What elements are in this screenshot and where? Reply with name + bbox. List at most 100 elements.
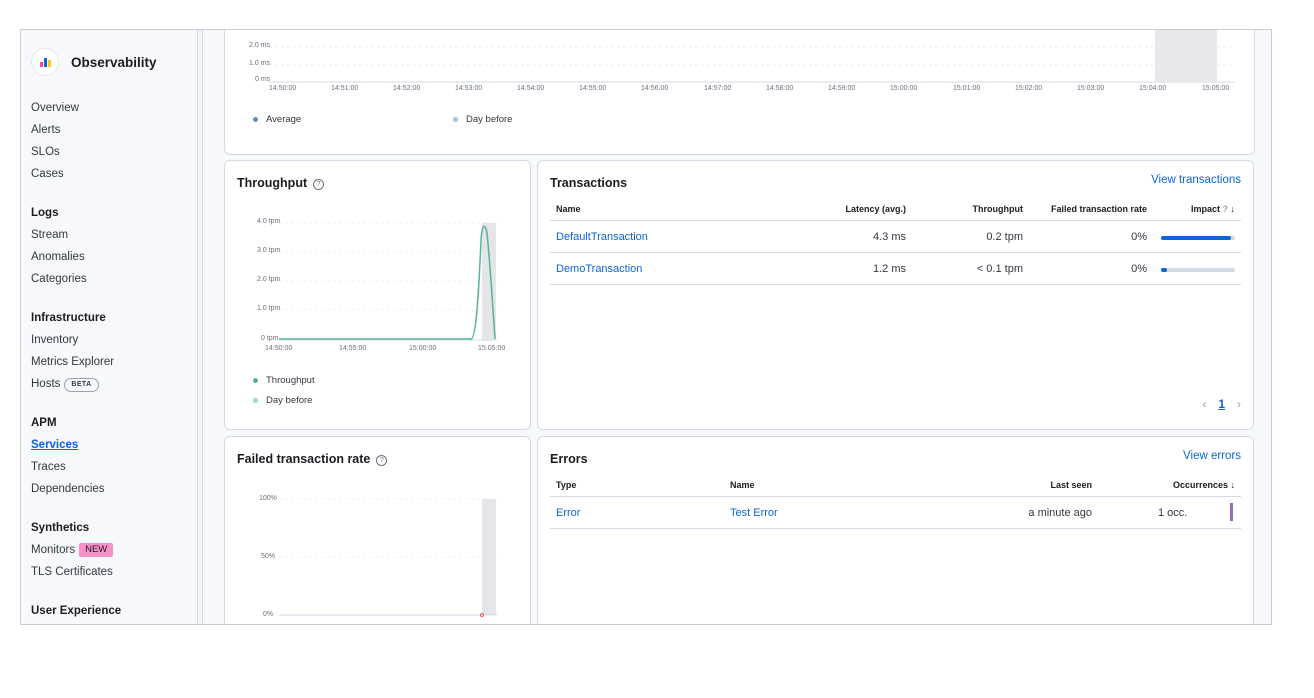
sidebar-item-monitors[interactable]: Monitors NEW [31,539,121,561]
latency-x-tick: 15:03:00 [1077,85,1105,92]
column-header-name[interactable]: Name [724,474,926,497]
legend-label: Throughput [266,375,315,386]
average-dot-icon [253,117,258,122]
sidebar-group-logs: Logs [31,207,59,219]
throughput-title: Throughput? [237,176,325,190]
throughput-y-tick: 4.0 tpm [257,218,281,225]
legend-label: Average [266,114,302,125]
page-number[interactable]: 1 [1218,397,1225,411]
column-header-failed-rate[interactable]: Failed transaction rate [1029,198,1153,221]
latency-panel: 2.0 ms 1.0 ms 0 ms 14:50:00 14:51:00 14:… [224,30,1255,155]
failed-rate-panel: Failed transaction rate? 100% 50% 0% [224,436,531,624]
latency-y-tick: 1.0 ms [249,60,271,67]
throughput-legend-throughput[interactable]: Throughput [253,375,315,386]
transaction-name-link[interactable]: DefaultTransaction [550,220,790,253]
sidebar-resize-handle[interactable] [197,30,203,624]
occurrences-label: Occurrences [1172,480,1228,490]
impact-cell [1153,220,1241,253]
sidebar-item-cases[interactable]: Cases [31,168,64,180]
sidebar-item-services[interactable]: Services [31,439,79,451]
sidebar-item-anomalies[interactable]: Anomalies [31,251,85,263]
sidebar-item-alerts[interactable]: Alerts [31,124,61,136]
sidebar: Observability Overview Alerts SLOs Cases… [21,30,197,624]
throughput-x-tick: 14:50:00 [265,345,293,352]
latency-x-tick: 14:57:00 [704,85,732,92]
error-name-link[interactable]: Test Error [724,496,926,529]
sidebar-group-user-experience: User Experience [31,605,122,617]
latency-legend-day-before[interactable]: Day before [453,114,512,125]
failed-rate-title-text: Failed transaction rate [237,452,371,466]
sidebar-item-traces[interactable]: Traces [31,461,66,473]
sidebar-item-slos[interactable]: SLOs [31,146,60,158]
throughput-title-text: Throughput [237,176,308,190]
sidebar-item-hosts-label: Hosts [31,378,61,390]
transactions-table: Name Latency (avg.) Throughput Failed tr… [550,198,1241,285]
column-header-occurrences[interactable]: Occurrences ↓ [1098,474,1241,497]
latency-x-tick: 14:51:00 [331,85,359,92]
impact-bar [1161,267,1235,272]
legend-label: Day before [466,114,513,125]
latency-x-tick: 14:55:00 [579,85,607,92]
help-icon[interactable]: ? [313,179,325,190]
impact-cell [1153,252,1241,285]
chevron-left-icon[interactable]: ‹ [1202,397,1207,411]
occurrences-cell: 1 occ. [1098,496,1241,529]
legend-label: Day before [266,395,313,406]
transactions-panel: Transactions View transactions Name Late… [537,160,1254,430]
brand[interactable]: Observability [31,48,157,76]
occurrences-value: 1 occ. [1158,506,1188,519]
latency-x-tick: 14:53:00 [455,85,483,92]
errors-panel: Errors View errors Type Name Last seen O… [537,436,1254,624]
chevron-right-icon[interactable]: › [1237,397,1241,411]
column-header-type[interactable]: Type [550,474,724,497]
column-header-last-seen[interactable]: Last seen [926,474,1098,497]
errors-title: Errors [550,452,588,466]
help-icon[interactable]: ? [1222,204,1228,214]
sidebar-group-synthetics: Synthetics [31,522,90,534]
view-transactions-link[interactable]: View transactions [1151,174,1241,186]
sidebar-item-inventory[interactable]: Inventory [31,334,79,346]
column-header-throughput[interactable]: Throughput [912,198,1029,221]
sidebar-item-metrics-explorer[interactable]: Metrics Explorer [31,356,115,368]
throughput-y-tick: 1.0 tpm [257,305,281,312]
latency-value: 1.2 ms [790,252,912,285]
beta-badge: BETA [64,378,99,392]
day-before-dot-icon [253,398,258,403]
sidebar-item-dependencies[interactable]: Dependencies [31,483,105,495]
help-icon[interactable]: ? [376,455,388,466]
throughput-y-tick: 0 tpm [261,335,279,342]
throughput-x-tick: 15:05:00 [478,345,506,352]
throughput-value: < 0.1 tpm [912,252,1029,285]
latency-x-tick: 14:56:00 [641,85,669,92]
latency-x-tick: 14:59:00 [828,85,856,92]
view-errors-link[interactable]: View errors [1183,450,1241,462]
table-row: DemoTransaction 1.2 ms < 0.1 tpm 0% [550,252,1241,285]
error-type-link[interactable]: Error [550,496,724,529]
latency-x-tick: 15:01:00 [953,85,981,92]
brand-title: Observability [71,54,157,70]
column-header-latency[interactable]: Latency (avg.) [790,198,912,221]
table-row: DefaultTransaction 4.3 ms 0.2 tpm 0% [550,220,1241,253]
throughput-dot-icon [253,378,258,383]
column-header-impact[interactable]: Impact ? ↓ [1153,198,1241,221]
day-before-dot-icon [453,117,458,122]
latency-x-tick: 15:04:00 [1139,85,1167,92]
sort-down-icon[interactable]: ↓ [1230,204,1236,214]
failed-rate-chart [279,498,497,617]
throughput-value: 0.2 tpm [912,220,1029,253]
sidebar-group-infrastructure: Infrastructure [31,312,106,324]
latency-legend-average[interactable]: Average [253,114,301,125]
transaction-name-link[interactable]: DemoTransaction [550,252,790,285]
sidebar-item-hosts[interactable]: Hosts BETA [31,373,121,395]
sidebar-item-categories[interactable]: Categories [31,273,87,285]
throughput-y-tick: 2.0 tpm [257,276,281,283]
column-header-name[interactable]: Name [550,198,790,221]
throughput-legend-day-before[interactable]: Day before [253,395,312,406]
latency-y-tick: 0 ms [255,76,271,83]
sidebar-item-tls-certificates[interactable]: TLS Certificates [31,566,113,578]
impact-fill [1161,235,1232,240]
sidebar-item-stream[interactable]: Stream [31,229,69,241]
sidebar-item-overview[interactable]: Overview [31,102,79,114]
last-seen-value: a minute ago [926,496,1098,529]
sort-down-icon[interactable]: ↓ [1230,480,1236,490]
